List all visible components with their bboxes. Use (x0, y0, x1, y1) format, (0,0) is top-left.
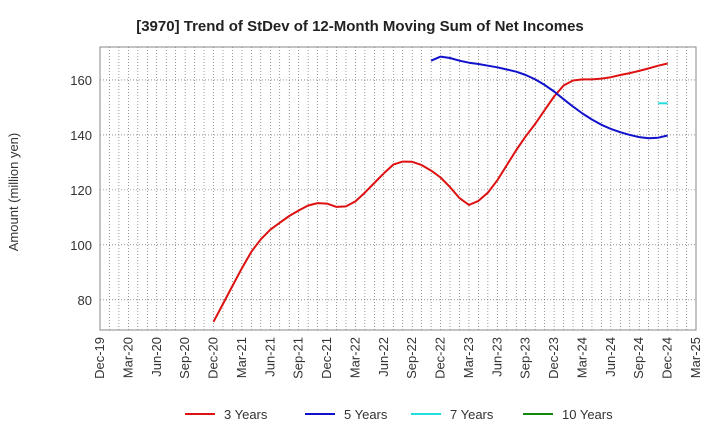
x-tick-label: Mar-23 (461, 337, 476, 378)
x-tick-label: Dec-20 (206, 337, 221, 379)
y-tick-label: 120 (70, 183, 92, 198)
plot-frame (99, 46, 697, 331)
y-tick-label: 100 (70, 238, 92, 253)
x-tick-label: Sep-20 (177, 337, 192, 379)
x-tick-label: Dec-22 (433, 337, 448, 379)
x-tick-label: Sep-24 (631, 337, 646, 379)
legend-label: 3 Years (224, 407, 268, 422)
series-line-0 (212, 62, 668, 323)
x-tick-label: Jun-22 (376, 337, 391, 377)
y-tick-label: 140 (70, 128, 92, 143)
x-tick-label: Dec-21 (319, 337, 334, 379)
legend-label: 10 Years (562, 407, 613, 422)
x-tick-label: Mar-24 (574, 337, 589, 378)
x-tick-label: Sep-22 (404, 337, 419, 379)
x-tick-label: Sep-21 (291, 337, 306, 379)
axis-layer: 80 100 120 140 160 Dec-19 Mar-20 Jun-20 Sep-20 De… (70, 46, 703, 379)
x-tick-label: Jun-21 (262, 337, 277, 377)
legend-label: 7 Years (450, 407, 494, 422)
x-tick-label: Mar-22 (347, 337, 362, 378)
y-axis-label: Amount (million yen) (6, 133, 21, 252)
legend: 3 Years 5 Years 7 Years 10 Years (185, 407, 613, 422)
chart-title: [3970] Trend of StDev of 12-Month Moving… (136, 18, 584, 35)
y-tick-label: 80 (78, 293, 92, 308)
x-tick-label: Jun-24 (603, 337, 618, 377)
x-tick-label: Dec-19 (92, 337, 107, 379)
series-layer (212, 55, 668, 323)
y-tick-label: 160 (70, 73, 92, 88)
legend-label: 5 Years (344, 407, 388, 422)
x-tick-label: Mar-21 (234, 337, 249, 378)
series-line-1 (430, 55, 668, 140)
x-tick-label: Dec-23 (546, 337, 561, 379)
x-tick-label: Jun-20 (149, 337, 164, 377)
grid-layer (99, 47, 697, 330)
x-tick-label: Sep-23 (518, 337, 533, 379)
x-tick-label: Dec-24 (660, 337, 675, 379)
x-tick-label: Jun-23 (489, 337, 504, 377)
x-tick-label: Mar-20 (120, 337, 135, 378)
x-tick-label: Mar-25 (688, 337, 703, 378)
